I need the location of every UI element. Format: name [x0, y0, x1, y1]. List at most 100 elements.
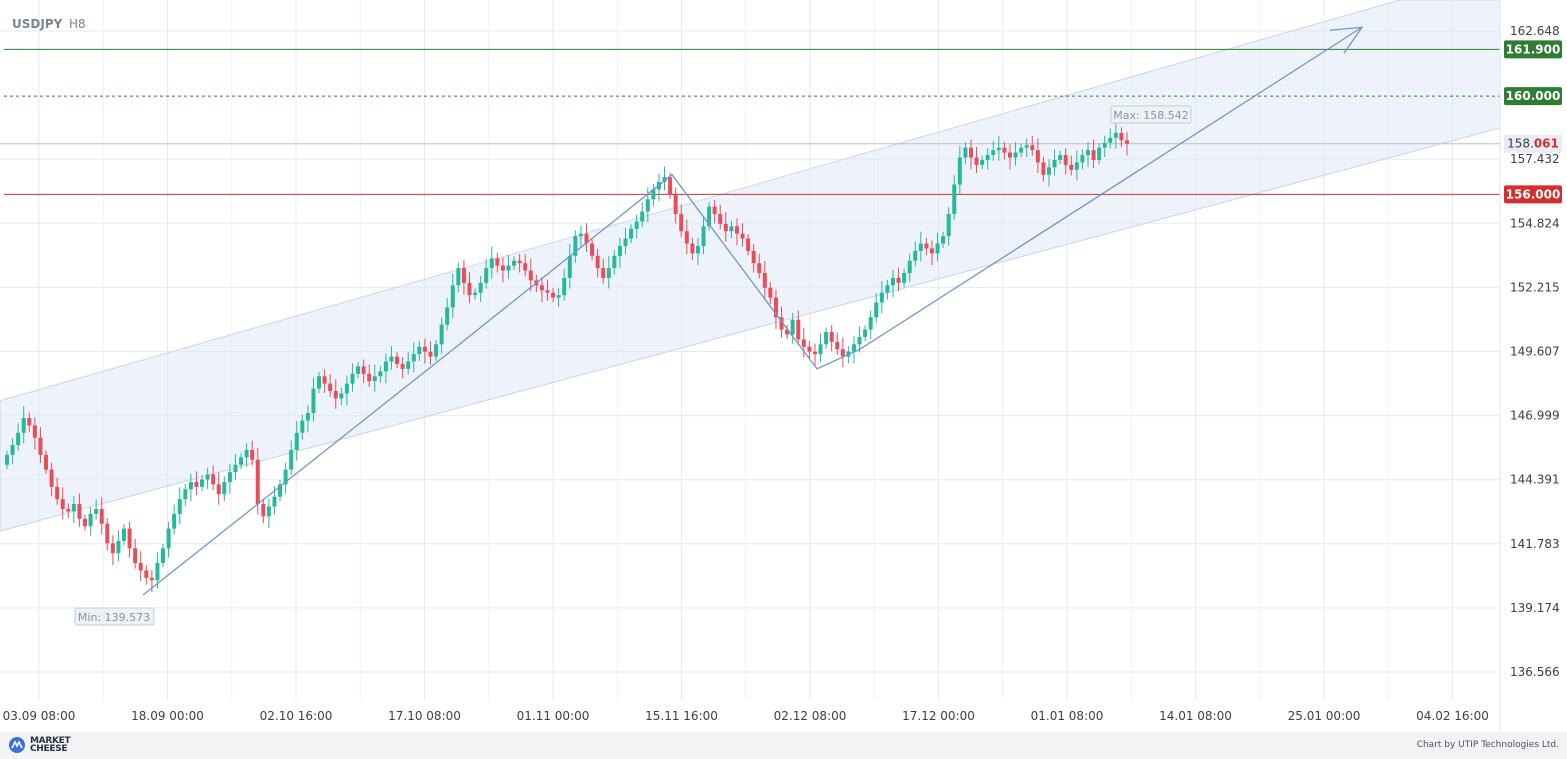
- candle-body: [1046, 167, 1051, 175]
- candle: [383, 353, 388, 384]
- candle: [851, 336, 856, 364]
- candle: [1097, 143, 1102, 165]
- candle: [857, 326, 862, 353]
- candle-body: [222, 481, 227, 495]
- candle: [317, 371, 322, 393]
- candle: [10, 438, 15, 465]
- candle-body: [651, 189, 656, 200]
- candle-body: [289, 449, 294, 470]
- candle-body: [261, 504, 266, 517]
- candle: [450, 273, 455, 319]
- candle: [517, 253, 522, 273]
- candle-body: [879, 292, 884, 303]
- current-price-badge: 158.061: [1504, 134, 1562, 153]
- candle: [885, 279, 890, 300]
- candle-body: [629, 228, 634, 239]
- candle-body: [389, 356, 394, 362]
- candle-body: [372, 376, 377, 382]
- candle-body: [32, 425, 37, 438]
- candle: [211, 465, 216, 491]
- y-tick-label: 141.783: [1510, 537, 1560, 551]
- candle-body: [734, 226, 739, 234]
- candle: [500, 257, 505, 283]
- level-badges: 161.900 160.000 156.000: [1504, 40, 1562, 204]
- candle-body: [94, 508, 99, 514]
- candle-body: [434, 344, 439, 357]
- candle-body: [539, 285, 544, 291]
- candle: [1030, 135, 1035, 156]
- candle-body: [590, 243, 595, 256]
- candle: [751, 244, 756, 273]
- candle: [974, 146, 979, 174]
- y-tick-label: 146.999: [1510, 409, 1560, 423]
- candle: [785, 325, 790, 339]
- candle: [172, 504, 177, 535]
- candle: [584, 223, 589, 252]
- candle-body: [1058, 155, 1063, 160]
- candle: [590, 239, 595, 261]
- candle-body: [500, 265, 505, 271]
- candle-body: [684, 231, 689, 244]
- candle: [1113, 121, 1118, 149]
- candle-body: [38, 437, 43, 455]
- price-chart[interactable]: 162.648 157.432 154.824 152.215 149.607 146.9…: [0, 0, 1567, 732]
- candle: [16, 423, 21, 451]
- candle-body: [83, 518, 88, 527]
- candle: [305, 405, 310, 433]
- candle-body: [528, 270, 533, 281]
- candle-body: [255, 459, 260, 505]
- candle-body: [461, 268, 466, 283]
- candle-body: [857, 336, 862, 345]
- candle: [439, 317, 444, 354]
- candle: [707, 202, 712, 231]
- candle-body: [779, 317, 784, 330]
- candle: [523, 253, 528, 277]
- candle-body: [473, 292, 478, 296]
- candle: [1007, 144, 1012, 170]
- candle-body: [244, 449, 249, 458]
- candle: [929, 240, 934, 266]
- x-tick-label: 17.12 00:00: [902, 709, 975, 723]
- candle: [996, 135, 1001, 161]
- candle: [339, 387, 344, 406]
- candle-body: [439, 324, 444, 345]
- candle-body: [1019, 147, 1024, 153]
- candle-body: [829, 332, 834, 342]
- candle: [406, 352, 411, 375]
- candle: [863, 325, 868, 342]
- candle: [723, 212, 728, 242]
- candle-body: [1080, 155, 1085, 163]
- candle: [684, 219, 689, 255]
- candle: [417, 341, 422, 362]
- candle: [1041, 156, 1046, 182]
- candle: [200, 475, 205, 492]
- candle-body: [283, 469, 288, 485]
- candle-body: [300, 420, 305, 433]
- candle-body: [1091, 150, 1096, 160]
- min-annotation: Min: 139.573: [74, 607, 155, 626]
- candle: [83, 514, 88, 531]
- candle: [21, 406, 26, 444]
- candle: [902, 268, 907, 288]
- candle: [467, 272, 472, 304]
- candle-body: [361, 366, 366, 374]
- candle: [796, 310, 801, 346]
- candle-body: [896, 277, 901, 283]
- candle-body: [556, 295, 561, 298]
- candle-body: [773, 297, 778, 318]
- candle: [77, 493, 82, 527]
- candle-body: [478, 282, 483, 293]
- candle-body: [746, 238, 751, 251]
- candle-body: [400, 363, 405, 369]
- candle-body: [712, 206, 717, 215]
- candle: [177, 487, 182, 525]
- candle-body: [1119, 132, 1124, 141]
- candle: [506, 255, 511, 279]
- candle-body: [227, 472, 232, 482]
- y-tick-label: 162.648: [1510, 24, 1560, 38]
- candle-body: [1069, 164, 1074, 170]
- candle-body: [200, 479, 205, 487]
- candle-body: [484, 268, 489, 283]
- candle: [194, 471, 199, 495]
- candle-body: [790, 319, 795, 335]
